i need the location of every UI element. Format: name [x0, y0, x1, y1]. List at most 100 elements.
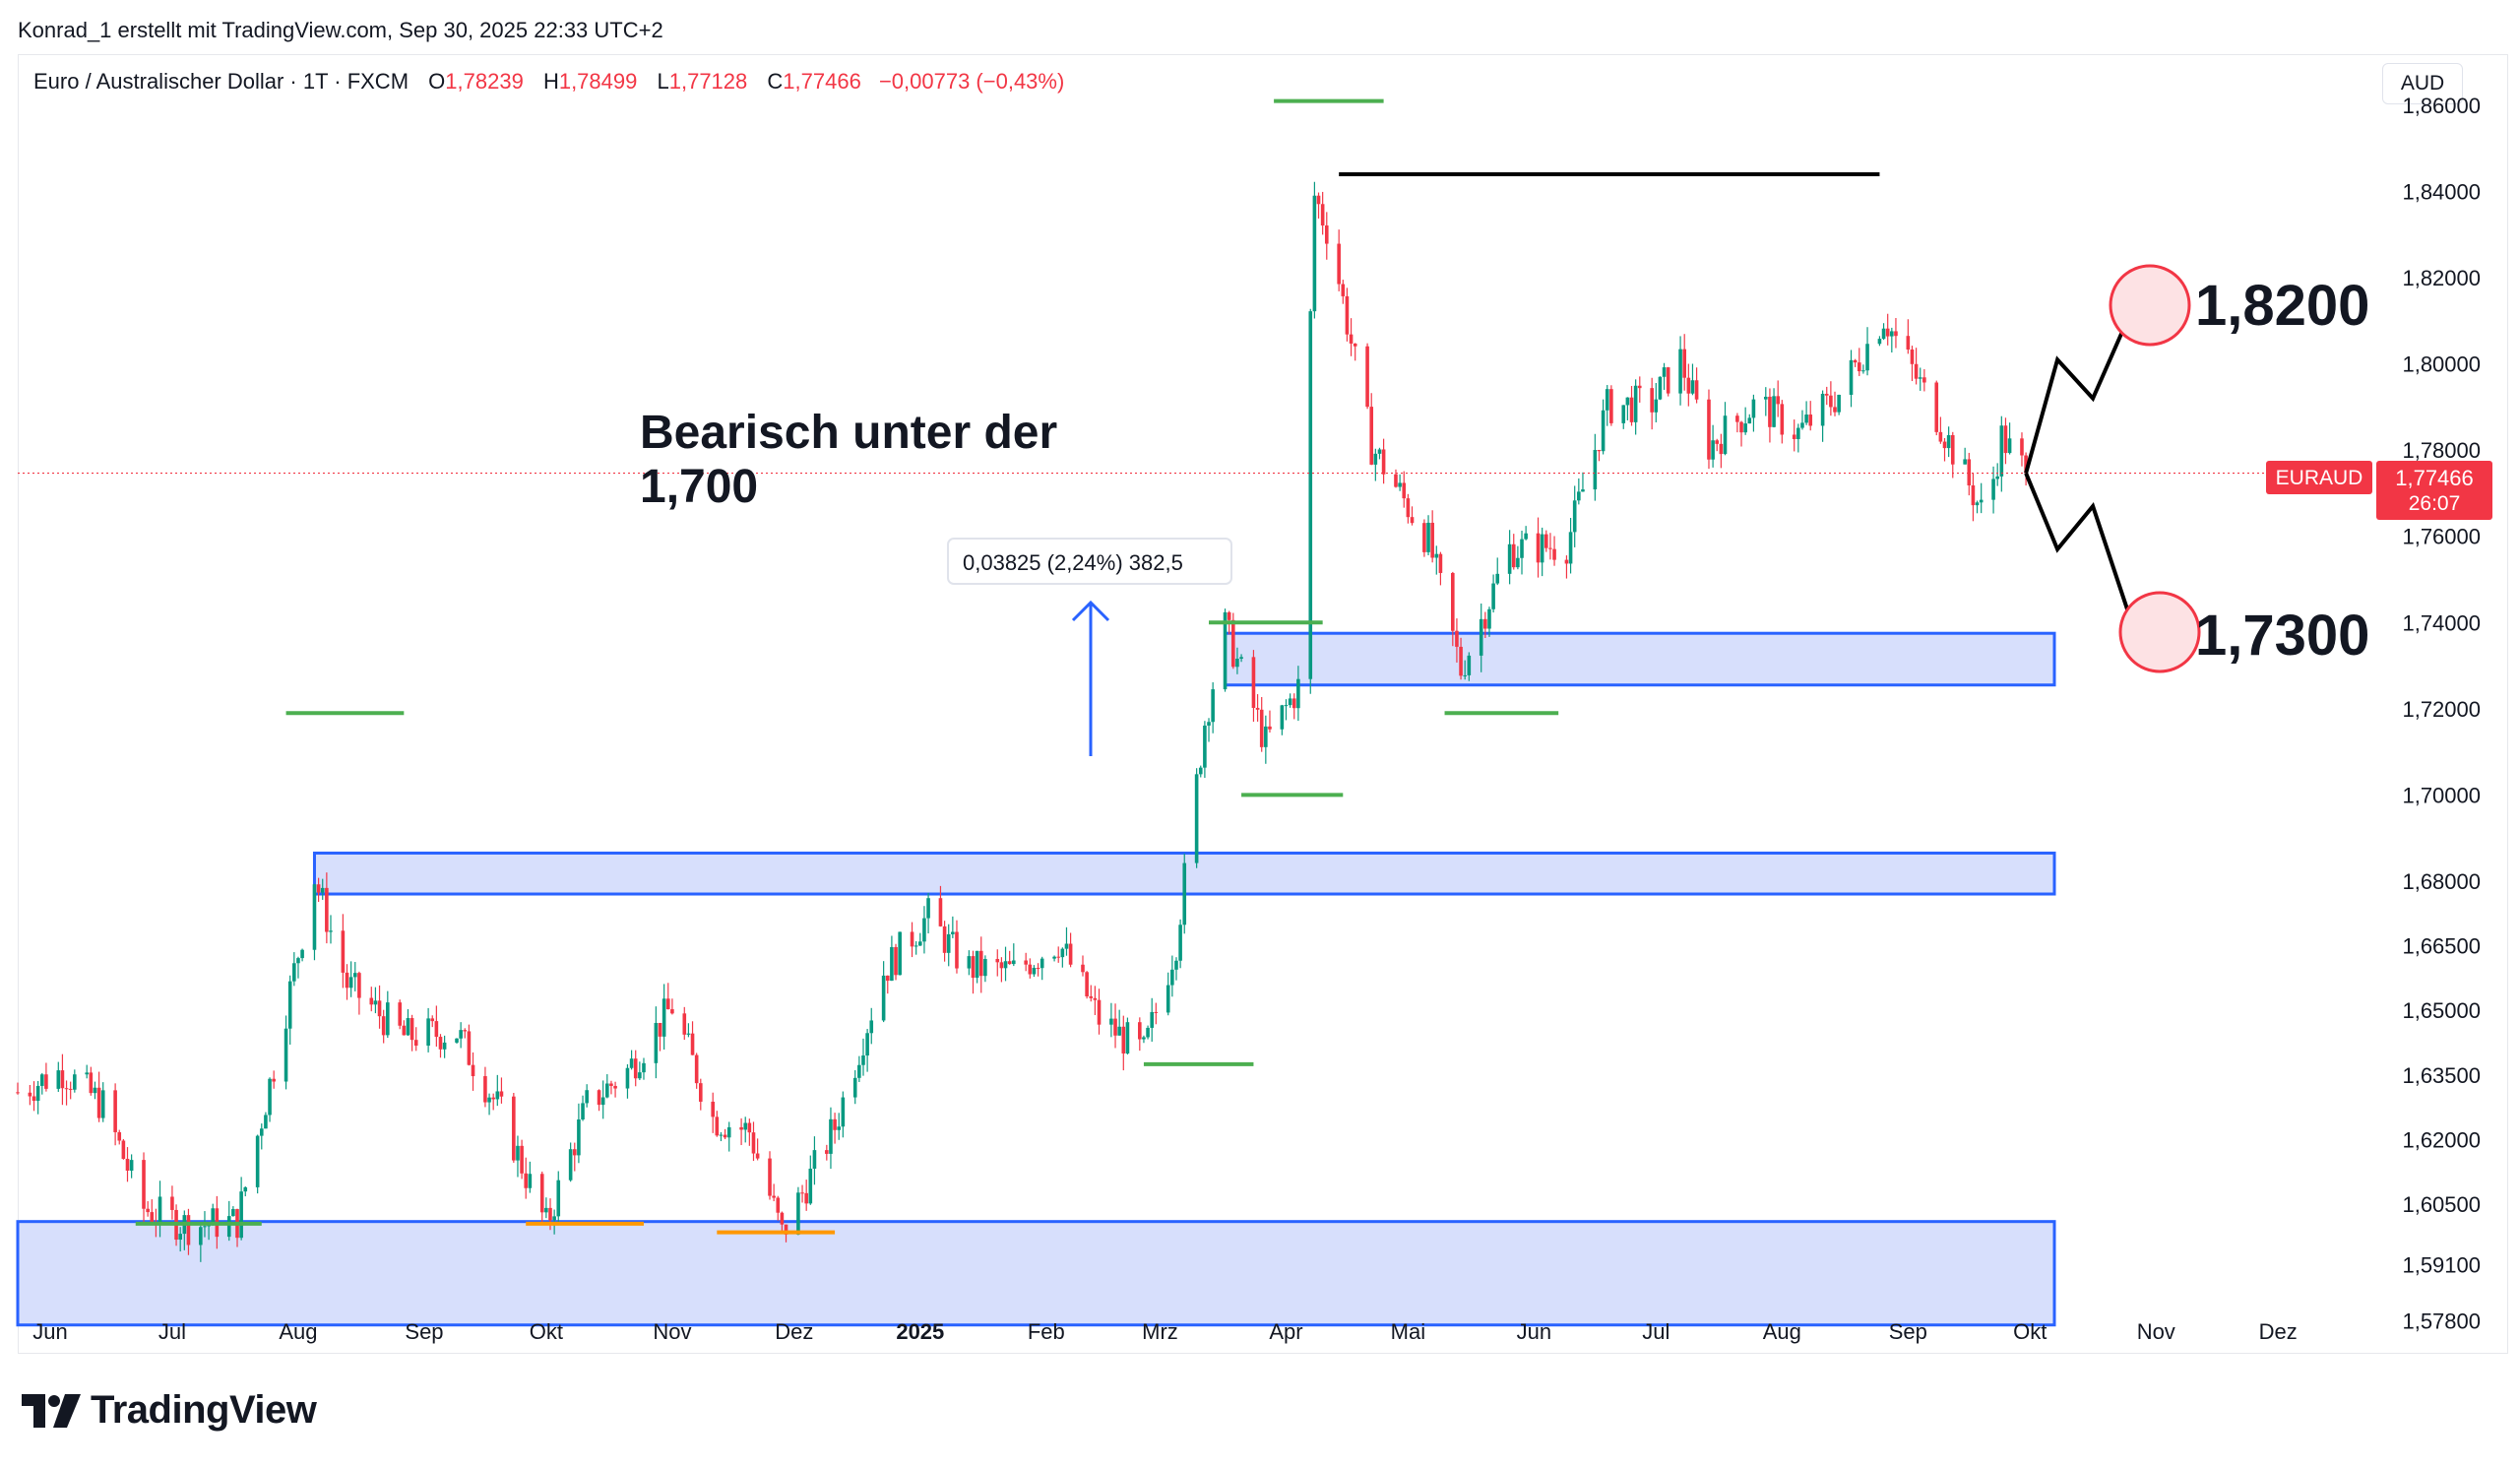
candle-body	[2020, 438, 2024, 456]
candle	[39, 1072, 44, 1095]
candle-body	[329, 930, 333, 932]
candle	[243, 1185, 248, 1197]
candle	[829, 1107, 833, 1170]
candle-body	[1743, 423, 1747, 433]
candle	[852, 1069, 857, 1105]
candle	[226, 1200, 231, 1242]
symbol-legend: Euro / Australischer Dollar · 1T · FXCM …	[33, 69, 1064, 95]
candle	[426, 1007, 430, 1053]
candle	[1572, 485, 1577, 547]
candle	[1495, 557, 1500, 586]
y-tick-label: 1,66500	[2402, 934, 2481, 959]
candle-body	[1455, 630, 1459, 647]
candle	[751, 1121, 756, 1162]
candle	[1109, 1002, 1113, 1038]
candle	[1426, 515, 1430, 555]
candle-body	[1808, 415, 1813, 426]
candle-body	[1117, 1026, 1121, 1036]
low-label: L	[657, 69, 669, 94]
tradingview-logo[interactable]: TradingView	[22, 1388, 317, 1433]
candle	[597, 1089, 601, 1112]
candle	[1520, 530, 1524, 575]
candle-body	[1194, 774, 1199, 863]
candle	[1032, 965, 1037, 978]
candle-body	[1251, 657, 1256, 708]
candle	[1934, 380, 1939, 436]
candle	[1430, 510, 1434, 563]
candle	[914, 940, 918, 955]
candle-body	[459, 1030, 463, 1039]
candle	[808, 1155, 813, 1205]
currency-button[interactable]: AUD	[2382, 63, 2463, 104]
candle	[654, 1006, 659, 1079]
candle	[117, 1129, 122, 1145]
candle	[1479, 603, 1483, 672]
symbol-name[interactable]: Euro / Australischer Dollar · 1T · FXCM	[33, 69, 410, 94]
candle	[1800, 410, 1804, 430]
candle-body	[287, 981, 292, 1029]
candle	[812, 1136, 817, 1185]
candle-body	[1833, 407, 1837, 413]
candle	[1942, 437, 1947, 462]
x-tick-label: Jun	[1517, 1319, 1551, 1344]
x-tick-label: Okt	[530, 1319, 563, 1344]
candle	[1459, 637, 1463, 680]
candle-body	[1040, 958, 1044, 969]
candle	[268, 1077, 272, 1122]
candle-body	[1971, 485, 1976, 506]
candle-body	[259, 1128, 264, 1136]
candle	[1601, 399, 1606, 455]
measure-box	[947, 538, 1232, 585]
candle-body	[1890, 331, 1894, 337]
candle	[1857, 348, 1861, 376]
candle-body	[255, 1135, 260, 1187]
candle-body	[463, 1030, 468, 1032]
change-value: −0,00773 (−0,43%)	[878, 69, 1065, 94]
candle-body	[39, 1074, 44, 1086]
candle	[633, 1050, 638, 1087]
candle-body	[1662, 367, 1667, 377]
candle-body	[2024, 455, 2028, 474]
candle-body	[638, 1072, 642, 1079]
candle-body	[386, 1002, 390, 1036]
candle	[1808, 401, 1813, 431]
candle-body	[1540, 534, 1544, 563]
candle-body	[1434, 553, 1439, 558]
x-tick-label: Mrz	[1142, 1319, 1178, 1344]
candle	[93, 1081, 97, 1100]
headline-line1: Bearisch unter der	[640, 407, 1057, 459]
candle	[975, 950, 979, 984]
candle-body	[1536, 533, 1541, 563]
candle	[377, 985, 382, 1029]
candle	[1463, 660, 1467, 680]
candle-body	[44, 1074, 48, 1089]
candle-body	[430, 1018, 435, 1022]
candle	[625, 1063, 630, 1099]
candle-body	[1824, 393, 1829, 396]
candle	[585, 1084, 589, 1108]
candle	[857, 1055, 861, 1083]
candle	[28, 1084, 32, 1106]
candle-body	[1577, 491, 1581, 501]
candle-body	[1121, 1026, 1126, 1053]
candle-body	[910, 931, 914, 947]
candle	[348, 961, 353, 997]
target-up-marker-icon	[2109, 264, 2191, 347]
candle	[1763, 387, 1768, 416]
y-tick-label: 1,78000	[2402, 438, 2481, 463]
candle-body	[808, 1168, 813, 1204]
candle-body	[1849, 359, 1854, 395]
candle-body	[316, 884, 321, 893]
candle	[1292, 693, 1296, 720]
zones-layer	[16, 631, 2056, 1327]
candle-body	[1511, 543, 1516, 568]
candle-body	[881, 975, 886, 1021]
candle-body	[199, 1227, 203, 1245]
candle-body	[780, 1212, 785, 1225]
candle-body	[32, 1096, 36, 1102]
candle	[1780, 400, 1785, 444]
candle	[483, 1066, 487, 1108]
candle	[113, 1083, 117, 1146]
candle	[528, 1161, 533, 1193]
